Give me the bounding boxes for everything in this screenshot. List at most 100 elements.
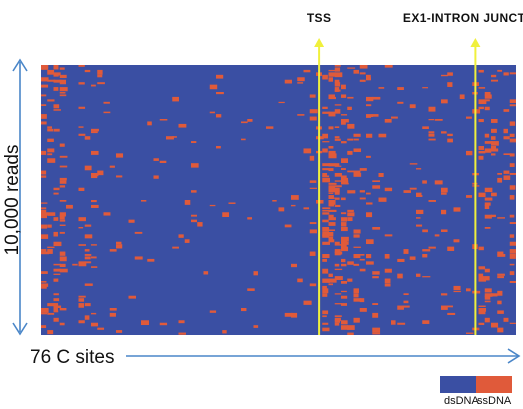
ssdna-cell (366, 202, 373, 205)
ssdna-cell (497, 310, 504, 314)
ssdna-cell (428, 106, 436, 112)
ssdna-cell (484, 99, 490, 102)
ssdna-cell (384, 65, 393, 68)
ssdna-cell (491, 141, 499, 146)
ssdna-cell (341, 258, 346, 263)
ssdna-cell (491, 214, 496, 218)
ssdna-cell (78, 133, 86, 136)
ssdna-cell (347, 325, 355, 330)
ssdna-cell (309, 155, 315, 161)
ssdna-cell (509, 195, 515, 200)
ssdna-cell (347, 123, 355, 129)
ssdna-cell (366, 133, 373, 138)
ssdna-cell (409, 187, 417, 190)
ssdna-cell (59, 155, 68, 158)
ssdna-cell (484, 106, 490, 111)
ssdna-cell (353, 234, 360, 238)
ssdna-cell (322, 209, 330, 212)
ssdna-cell (484, 214, 492, 219)
ssdna-cell (59, 219, 66, 222)
ssdna-cell (84, 165, 92, 171)
ssdna-cell (278, 101, 285, 104)
ssdna-cell (366, 239, 374, 245)
ssdna-cell (41, 251, 50, 255)
ssdna-cell (322, 111, 331, 114)
ssdna-cell (41, 150, 47, 155)
ssdna-cell (347, 138, 354, 141)
ssdna-cell (334, 204, 341, 208)
ssdna-cell (322, 212, 330, 215)
ssdna-cell (478, 148, 485, 150)
ssdna-cell (334, 241, 340, 245)
ssdna-cell (47, 138, 54, 142)
ssdna-cell (91, 84, 96, 87)
ssdna-cell (59, 251, 66, 256)
ssdna-cell (428, 200, 436, 202)
ssdna-cell (59, 322, 65, 326)
ssdna-cell (59, 263, 66, 268)
ssdna-cell (59, 79, 67, 85)
ssdna-cell (497, 327, 504, 333)
ssdna-cell (341, 119, 349, 123)
ssdna-cell (509, 121, 516, 126)
ssdna-cell (497, 173, 502, 175)
ssdna-cell (366, 116, 372, 118)
ssdna-cell (509, 141, 516, 143)
ssdna-cell (78, 126, 84, 128)
ssdna-cell (416, 209, 424, 215)
ssdna-cell (366, 212, 373, 218)
ssdna-cell (328, 150, 336, 156)
ssdna-cell (341, 121, 346, 125)
ssdna-cell (341, 325, 348, 330)
ssdna-cell (409, 163, 418, 165)
ssdna-cell (216, 114, 222, 118)
ssdna-cell (328, 182, 337, 185)
ssdna-cell (328, 77, 333, 82)
ssdna-cell (184, 200, 191, 205)
ssdna-cell (328, 153, 337, 159)
ssdna-cell (322, 74, 328, 80)
ssdna-cell (322, 141, 330, 143)
ssdna-cell (84, 69, 91, 73)
ssdna-cell (353, 288, 359, 294)
ssdna-cell (341, 212, 347, 215)
ssdna-cell (322, 133, 329, 139)
ssdna-cell (341, 303, 348, 306)
ssdna-cell (216, 146, 221, 149)
ssdna-cell (497, 300, 502, 305)
ssdna-cell (322, 258, 327, 262)
ssdna-cell (309, 187, 317, 189)
ssdna-cell (41, 308, 49, 313)
ssdna-cell (59, 177, 67, 181)
ssdna-cell (397, 305, 404, 310)
ssdna-cell (322, 207, 331, 209)
ssdna-cell (103, 111, 111, 114)
ssdna-cell (347, 217, 353, 222)
ssdna-cell (509, 241, 516, 246)
ssdna-cell (297, 77, 305, 82)
ssdna-cell (366, 254, 372, 259)
ssdna-cell (478, 308, 487, 312)
ssdna-cell (78, 295, 86, 298)
ssdna-cell (159, 119, 168, 121)
ssdna-cell (347, 261, 354, 265)
ssdna-cell (97, 82, 105, 85)
ssdna-cell (284, 224, 292, 228)
ssdna-cell (322, 285, 327, 289)
ssdna-cell (509, 214, 515, 218)
ssdna-cell (47, 158, 56, 163)
ssdna-cell (334, 173, 342, 177)
ssdna-cell (109, 308, 117, 311)
ssdna-cell (428, 246, 436, 249)
ssdna-cell (509, 72, 516, 75)
ssdna-cell (116, 241, 122, 245)
ssdna-cell (478, 310, 486, 315)
ssdna-cell (309, 116, 317, 121)
ssdna-cell (334, 165, 342, 167)
ssdna-cell (334, 65, 341, 67)
ssdna-cell (341, 141, 347, 144)
ssdna-cell (53, 241, 62, 247)
ssdna-cell (97, 74, 103, 78)
ssdna-cell (328, 222, 336, 226)
ssdna-cell (41, 121, 47, 125)
